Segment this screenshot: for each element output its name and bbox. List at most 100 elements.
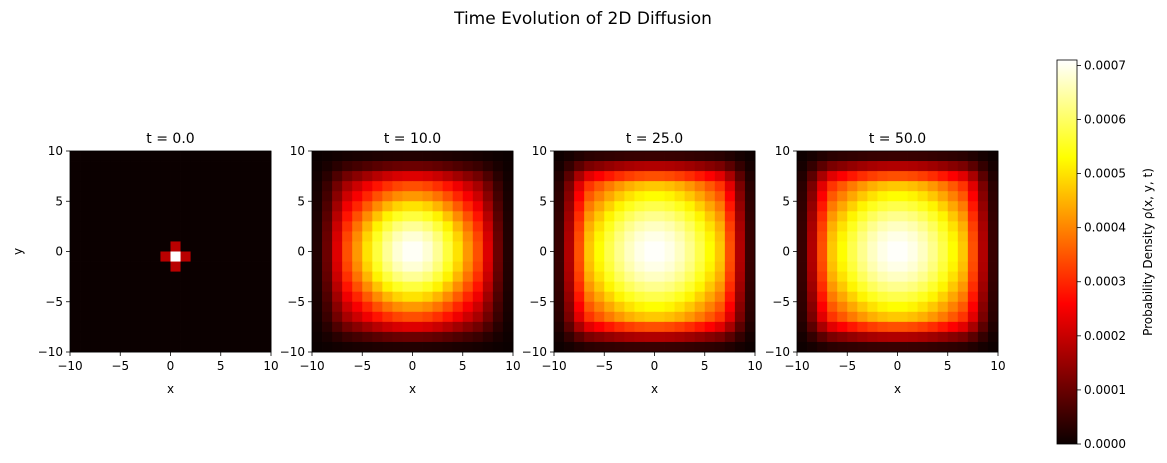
heatmap-cell (180, 161, 191, 172)
heatmap-cell (452, 331, 464, 343)
heatmap-cell (837, 271, 848, 283)
heatmap-cell (462, 181, 474, 192)
heatmap-cell (492, 231, 504, 242)
heatmap-cell (897, 301, 908, 313)
heatmap-cell (937, 211, 949, 222)
heatmap-cell (704, 171, 716, 182)
heatmap-cell (352, 151, 363, 162)
heatmap-cell (624, 201, 635, 212)
heatmap-cell (867, 291, 878, 303)
y-tick-label: 10 (290, 144, 305, 158)
heatmap-cell (827, 181, 838, 192)
heatmap-cell (624, 341, 635, 353)
heatmap-cell (967, 311, 979, 323)
heatmap-cell (837, 151, 848, 162)
heatmap-cell (634, 161, 645, 172)
heatmap-cell (614, 311, 625, 323)
heatmap-cell (200, 171, 212, 182)
heatmap-cell (887, 191, 898, 202)
heatmap-cell (442, 251, 454, 262)
heatmap-cell (724, 311, 736, 323)
heatmap-cell (322, 231, 333, 242)
heatmap-cell (604, 331, 615, 343)
heatmap-cell (724, 171, 736, 182)
heatmap-cell (412, 241, 423, 252)
heatmap-cell (240, 341, 252, 353)
heatmap-cell (322, 281, 333, 293)
heatmap-cell (240, 221, 252, 232)
heatmap-cell (140, 271, 151, 283)
heatmap-cell (604, 181, 615, 192)
heatmap-cell (614, 291, 625, 303)
heatmap-cell (140, 251, 151, 262)
heatmap-cell (857, 191, 868, 202)
heatmap-cell (210, 171, 222, 182)
heatmap-cell (847, 221, 858, 232)
heatmap-cell (250, 321, 262, 333)
heatmap-cell (190, 291, 202, 303)
heatmap-cell (937, 181, 949, 192)
x-tick-label: −5 (353, 359, 371, 373)
heatmap-cell (412, 281, 423, 293)
y-tick-label: 0 (55, 245, 63, 259)
heatmap-cell (714, 301, 726, 313)
heatmap-cell (957, 211, 969, 222)
heatmap-cell (412, 201, 423, 212)
heatmap-cell (554, 161, 565, 172)
heatmap-cell (644, 181, 655, 192)
heatmap-cell (362, 281, 373, 293)
heatmap-cell (80, 171, 91, 182)
heatmap-cell (332, 321, 343, 333)
heatmap-cell (220, 311, 232, 323)
heatmap-cell (584, 241, 595, 252)
heatmap-cell (312, 261, 323, 272)
heatmap-cell (807, 181, 818, 192)
heatmap-cell (634, 301, 645, 313)
heatmap-cell (674, 211, 686, 222)
heatmap-cell (392, 341, 403, 353)
heatmap-cell (492, 281, 504, 293)
x-tick-label: 10 (505, 359, 520, 373)
heatmap-cell (472, 331, 484, 343)
x-tick-label: −10 (541, 359, 566, 373)
heatmap-cell (917, 321, 929, 333)
heatmap-cell (190, 331, 202, 343)
heatmap-cells (554, 151, 756, 353)
heatmap-cell (452, 321, 464, 333)
heatmap-cell (614, 241, 625, 252)
heatmap-cell (200, 221, 212, 232)
heatmap-cell (887, 331, 898, 343)
heatmap-cell (967, 341, 979, 353)
heatmap-cell (807, 221, 818, 232)
x-tick-label: 5 (944, 359, 952, 373)
heatmap-cell (807, 281, 818, 293)
heatmap-cell (452, 221, 464, 232)
heatmap-cell (664, 201, 675, 212)
heatmap-cell (482, 211, 494, 222)
heatmap-cell (664, 211, 675, 222)
heatmap-cell (200, 201, 212, 212)
heatmap-cell (442, 321, 454, 333)
heatmap-cell (797, 221, 808, 232)
heatmap-cell (80, 221, 91, 232)
heatmap-cell (644, 341, 655, 353)
heatmap-cell (90, 231, 101, 242)
heatmap-cell (887, 161, 898, 172)
heatmap-cell (342, 181, 353, 192)
heatmap-cell (664, 331, 675, 343)
heatmap-cell (110, 251, 121, 262)
heatmap-cell (867, 341, 878, 353)
heatmap-cell (554, 181, 565, 192)
heatmap-cell (987, 311, 999, 323)
heatmap-cell (382, 281, 393, 293)
heatmap-cell (564, 301, 575, 313)
heatmap-cell (897, 201, 908, 212)
heatmap-cell (624, 261, 635, 272)
x-tick-label: 10 (747, 359, 762, 373)
heatmap-cell (947, 341, 959, 353)
heatmap-cell (220, 251, 232, 262)
heatmap-cell (402, 171, 413, 182)
heatmap-cell (382, 271, 393, 283)
heatmap-cell (857, 331, 868, 343)
x-tick-label: 0 (167, 359, 175, 373)
